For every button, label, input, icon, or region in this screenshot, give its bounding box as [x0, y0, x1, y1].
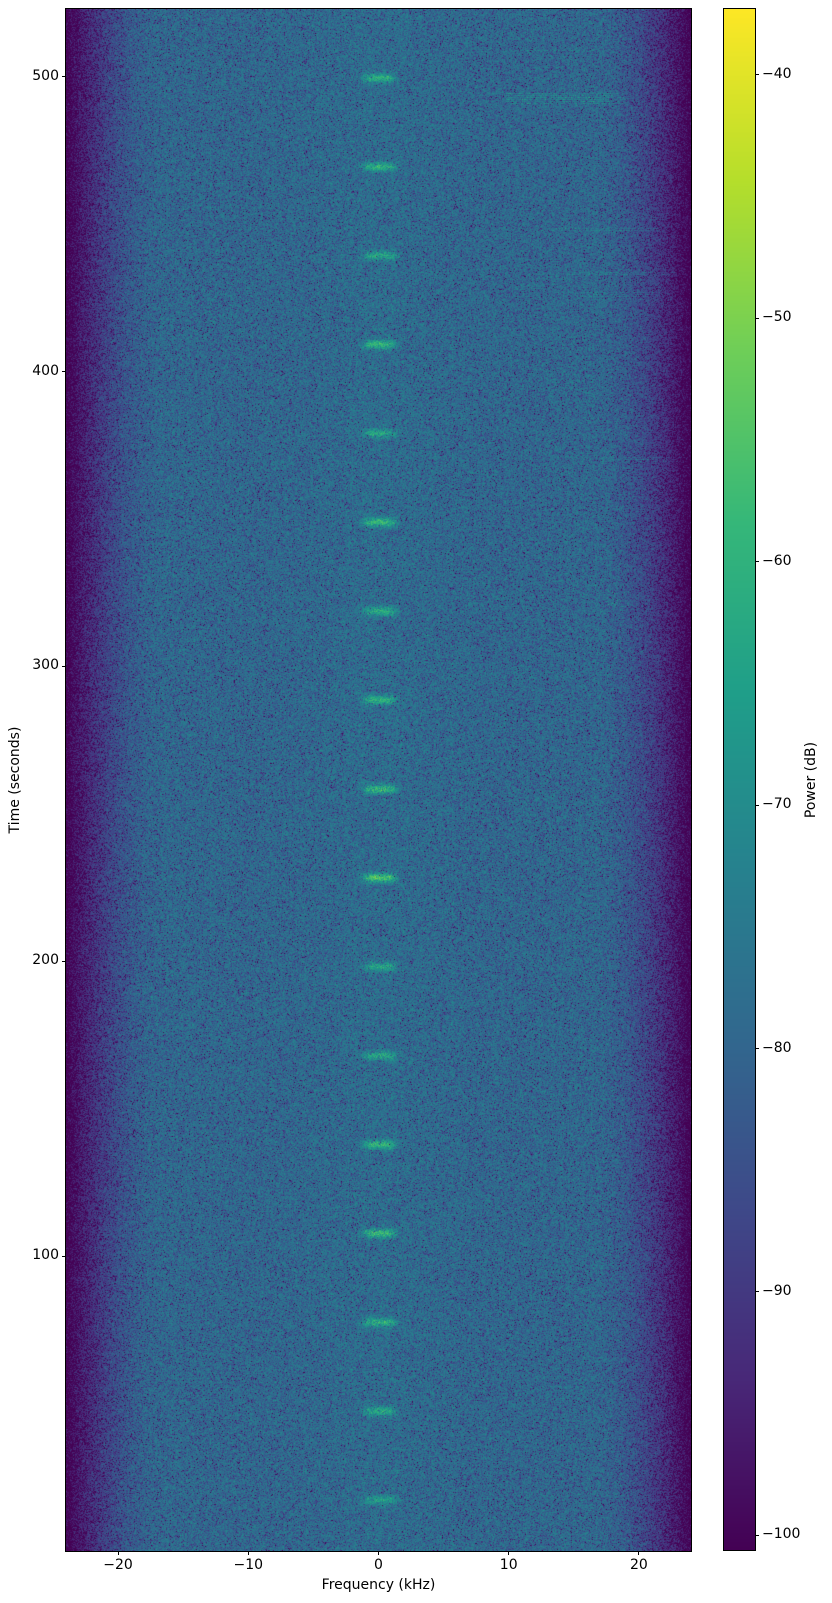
x-tick-label: 10	[474, 1558, 544, 1573]
x-axis-label: Frequency (kHz)	[258, 1577, 499, 1593]
y-tick-label: 300	[7, 658, 59, 673]
colorbar-tick-mark	[755, 318, 759, 319]
y-tick-mark	[62, 961, 66, 962]
x-tick-mark	[638, 1551, 639, 1555]
y-axis-label: Time (seconds)	[7, 710, 23, 850]
colorbar-tick-label: −50	[762, 310, 792, 325]
colorbar-tick-mark	[755, 805, 759, 806]
x-tick-label: −20	[83, 1558, 153, 1573]
y-tick-mark	[62, 76, 66, 77]
colorbar-tick-mark	[755, 1048, 759, 1049]
spectrogram-figure: −20 −10 0 10 20 100 200 300 400 500 −40 −50 −60 −70…	[0, 0, 832, 1603]
colorbar-tick-mark	[755, 74, 759, 75]
colorbar-tick-label: −90	[762, 1284, 792, 1299]
x-tick-label: −10	[213, 1558, 283, 1573]
y-tick-mark	[62, 666, 66, 667]
colorbar	[724, 9, 755, 1550]
colorbar-tick-mark	[755, 1291, 759, 1292]
colorbar-tick-label: −60	[762, 554, 792, 569]
x-tick-label: 20	[604, 1558, 674, 1573]
spectrogram-heatmap	[66, 9, 691, 1551]
x-tick-mark	[508, 1551, 509, 1555]
x-tick-mark	[248, 1551, 249, 1555]
y-tick-label: 100	[7, 1248, 59, 1263]
x-tick-mark	[118, 1551, 119, 1555]
y-tick-label: 400	[7, 364, 59, 379]
colorbar-tick-label: −70	[762, 797, 792, 812]
colorbar-tick-mark	[755, 561, 759, 562]
colorbar-tick-label: −40	[762, 67, 792, 82]
y-tick-label: 200	[7, 953, 59, 968]
y-tick-label: 500	[7, 69, 59, 84]
x-tick-mark	[378, 1551, 379, 1555]
colorbar-label: Power (dB)	[803, 710, 819, 850]
colorbar-tick-mark	[755, 1535, 759, 1536]
y-tick-mark	[62, 371, 66, 372]
colorbar-tick-label: −100	[762, 1527, 800, 1542]
x-tick-label: 0	[344, 1558, 414, 1573]
y-tick-mark	[62, 1256, 66, 1257]
colorbar-tick-label: −80	[762, 1041, 792, 1056]
